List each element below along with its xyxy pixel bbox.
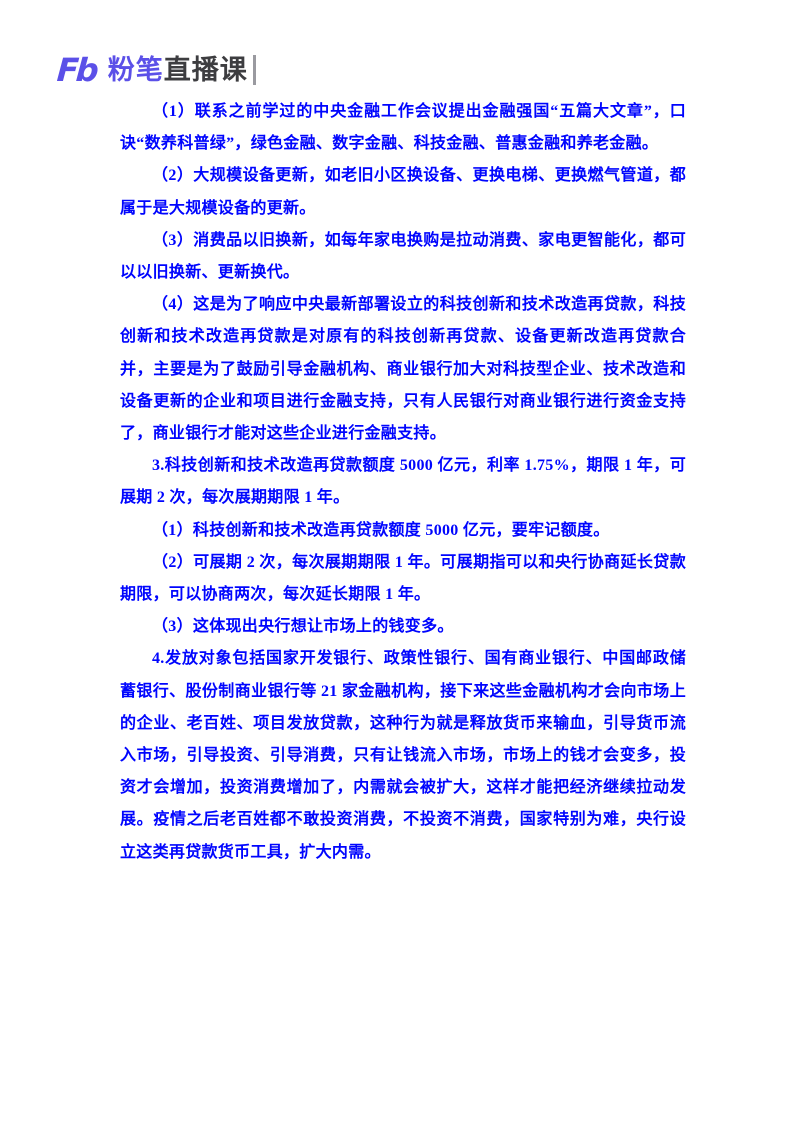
fenbi-logo-icon: Fb [55,51,98,89]
paragraph: （1）联系之前学过的中央金融工作会议提出金融强国“五篇大文章”，口诀“数养科普绿… [120,103,686,153]
paragraph: 3.科技创新和技术改造再贷款额度 5000 亿元，利率 1.75%，期限 1 年… [120,457,686,507]
logo-brand-primary: 粉笔 [107,54,164,86]
fenbi-logo: Fb 粉笔直播课 [55,51,256,89]
logo-wordmark: 粉笔直播课 [108,57,248,84]
paragraph: 4.发放对象包括国家开发银行、政策性银行、国有商业银行、中国邮政储蓄银行、股份制… [120,650,686,861]
paragraph: （2）大规模设备更新，如老旧小区换设备、更换电梯、更换燃气管道，都属于是大规模设… [120,167,686,217]
paragraph: （3）这体现出央行想让市场上的钱变多。 [152,618,454,636]
document-body: （1）联系之前学过的中央金融工作会议提出金融强国“五篇大文章”，口诀“数养科普绿… [120,96,686,869]
paragraph: （4）这是为了响应中央最新部署设立的科技创新和技术改造再贷款，科技创新和技术改造… [120,296,686,443]
paragraph: （3）消费品以旧换新，如每年家电换购是拉动消费、家电更智能化，都可以以旧换新、更… [120,231,686,282]
paragraph: （2）可展期 2 次，每次展期期限 1 年。可展期指可以和央行协商延长贷款期限，… [120,553,686,604]
logo-divider [252,55,256,85]
logo-brand-secondary: 直播课 [163,54,248,86]
paragraph: （1）科技创新和技术改造再贷款额度 5000 亿元，要牢记额度。 [152,521,610,539]
